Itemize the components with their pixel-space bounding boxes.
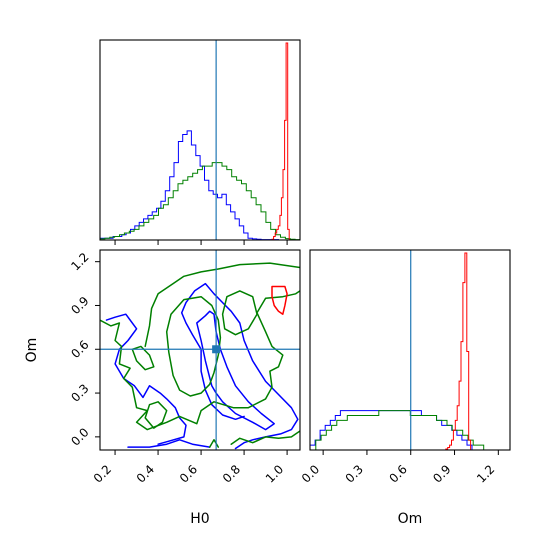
om-x-tick-label: 0.0 xyxy=(299,462,322,485)
h0-x-tick-label: 0.4 xyxy=(134,462,157,485)
om-x-tick-label: 1.2 xyxy=(474,462,497,485)
contour-line-8 xyxy=(131,345,155,371)
joint-contour-group xyxy=(100,262,300,450)
y-axis-label-om: Om xyxy=(24,338,40,363)
contour-line-11 xyxy=(230,430,300,445)
om-x-tick-label: 0.6 xyxy=(386,462,409,485)
om-histogram-panel: 0.0 0.3 0.6 0.9 1.2 xyxy=(299,249,511,486)
h0-x-tick-label: 0.8 xyxy=(220,462,243,485)
om-histogram-frame xyxy=(309,249,511,451)
h0-histogram-series-2 xyxy=(271,42,290,240)
om-y-tick-label: 0.6 xyxy=(68,338,91,361)
om-y-tick-label: 1.2 xyxy=(68,250,91,273)
om-y-tick-label: 0.9 xyxy=(68,294,91,317)
h0-histogram-panel xyxy=(99,39,301,245)
h0-x-tick-label: 0.2 xyxy=(91,462,114,485)
om-histogram-series-0 xyxy=(309,410,473,450)
h0-histogram-series-0 xyxy=(99,130,279,241)
om-x-tick-label: 0.3 xyxy=(343,462,366,485)
om-y-tick-label: 0.3 xyxy=(68,381,91,404)
contour-line-4 xyxy=(100,290,300,431)
om-histogram-series-1 xyxy=(315,410,485,450)
om-x-tick-label: 0.9 xyxy=(430,462,453,485)
truth-marker xyxy=(212,345,221,354)
h0-om-contour-panel: 0.2 0.4 0.6 0.8 1.0 0.0 0.3 0.6 0.9 1.2 xyxy=(68,249,301,486)
joint-frame xyxy=(99,249,301,451)
x-axis-label-h0: H0 xyxy=(190,511,209,527)
om-histogram-series-2 xyxy=(445,252,472,450)
x-axis-label-om: Om xyxy=(398,511,423,527)
contour-line-7 xyxy=(221,290,258,336)
h0-x-tick-label: 1.0 xyxy=(263,462,286,485)
contour-line-0 xyxy=(105,313,187,445)
contour-line-2 xyxy=(180,282,299,450)
h0-x-tick-label: 0.6 xyxy=(177,462,200,485)
contour-line-10 xyxy=(208,439,220,448)
h0-histogram-series-1 xyxy=(99,162,301,241)
contour-line-1 xyxy=(127,439,211,448)
om-y-tick-label: 0.0 xyxy=(68,425,91,448)
contour-line-9 xyxy=(144,401,168,429)
contour-line-12 xyxy=(271,285,288,315)
contour-line-5 xyxy=(144,262,300,348)
h0-histogram-frame xyxy=(99,39,301,241)
contour-line-3 xyxy=(196,310,275,431)
